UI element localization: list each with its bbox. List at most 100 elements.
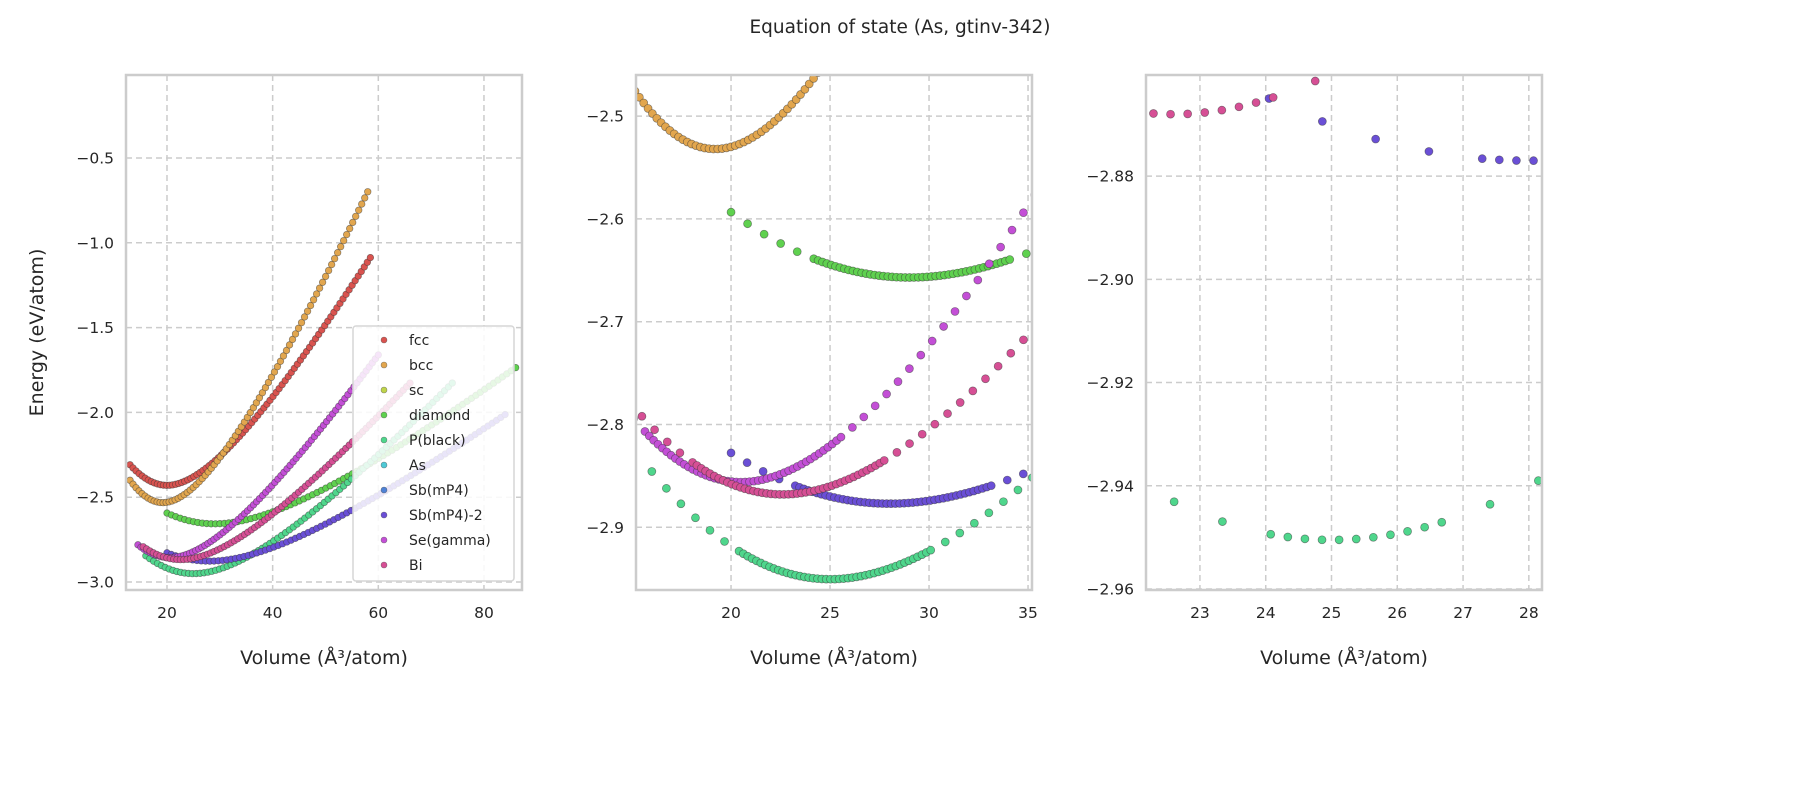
data-point-bi <box>1268 93 1278 102</box>
y-tick-label: −2.5 <box>586 108 624 126</box>
data-point-bi <box>637 411 647 421</box>
data-point-bcc <box>303 307 312 315</box>
data-point-sb-mp4-2 <box>1371 134 1380 144</box>
data-point-sb-mp4-2 <box>742 458 752 467</box>
data-point-sb-mp4-2 <box>726 448 736 458</box>
data-point-p-black- <box>984 508 994 518</box>
data-point-p-black- <box>1283 532 1293 542</box>
data-point-bi <box>1183 109 1193 119</box>
data-point-bcc <box>636 92 644 102</box>
y-tick-label: −3.0 <box>76 574 114 592</box>
data-point-p-black- <box>1533 476 1542 486</box>
data-point-bcc <box>349 218 357 227</box>
data-point-bcc <box>358 200 366 208</box>
data-point-bi <box>1006 348 1016 358</box>
y-tick-label: −2.5 <box>76 489 114 507</box>
data-point-p-black- <box>705 525 715 535</box>
data-point-p-black- <box>1351 534 1361 544</box>
data-point-bi <box>1200 108 1210 117</box>
data-point-se-gamma- <box>973 275 983 285</box>
legend-label: bcc <box>409 358 433 374</box>
y-tick-label: −2.92 <box>1087 374 1135 392</box>
data-point-sb-mp4-2 <box>1512 156 1521 165</box>
panel-2: 20 25 30 35 −2.9 −2.8 −2.7 −2.6 −2.5 Volume (Å³/a… <box>586 73 1038 669</box>
data-point-p-black- <box>1334 535 1344 545</box>
data-point-bi <box>1234 102 1244 112</box>
data-point-bi <box>1310 76 1320 86</box>
data-point-bcc <box>288 335 297 344</box>
data-point-sb-mp4-2 <box>1529 156 1538 165</box>
data-point-p-black- <box>926 545 936 555</box>
data-point-bi <box>993 361 1003 371</box>
data-point-se-gamma- <box>893 377 903 386</box>
data-point-bi <box>981 374 990 384</box>
data-point-se-gamma- <box>1019 208 1028 218</box>
data-point-se-gamma- <box>905 364 914 373</box>
data-point-sb-mp4-2 <box>1018 469 1028 479</box>
legend-marker <box>380 361 388 369</box>
legend-marker <box>380 386 388 394</box>
axes-frame <box>634 73 1034 592</box>
data-point-bcc <box>364 188 372 196</box>
data-point-p-black- <box>1317 535 1327 545</box>
legend-marker <box>380 461 388 469</box>
data-point-bi <box>1217 105 1227 115</box>
y-tick-label: −2.88 <box>1087 168 1135 186</box>
legend-label: Bi <box>409 558 423 574</box>
data-point-p-black- <box>1169 497 1179 507</box>
data-point-bi <box>662 437 672 447</box>
data-point-fcc <box>366 253 375 262</box>
legend-label: P(black) <box>409 433 466 449</box>
y-tick-label: −2.7 <box>586 313 624 331</box>
legend-label: Se(gamma) <box>409 533 491 549</box>
data-point-se-gamma- <box>939 322 948 331</box>
x-tick-label: 23 <box>1190 604 1210 622</box>
data-point-p-black- <box>676 499 686 509</box>
data-point-sb-mp4-2 <box>1477 154 1487 164</box>
data-point-p-black- <box>1485 499 1495 509</box>
data-point-bcc <box>312 290 321 298</box>
data-point-bcc <box>315 284 324 292</box>
data-point-se-gamma- <box>916 350 926 360</box>
data-point-p-black- <box>1300 534 1310 544</box>
data-point-p-black- <box>647 467 657 476</box>
data-point-bcc <box>297 318 306 327</box>
data-point-bcc <box>318 278 327 286</box>
legend-label: Sb(mP4) <box>409 483 469 499</box>
axes-frame <box>124 73 524 592</box>
data-point-p-black- <box>691 513 700 523</box>
legend-label: sc <box>409 383 424 399</box>
axes-frame <box>1144 73 1544 592</box>
data-point-diamond <box>1021 249 1031 259</box>
data-point-bcc <box>340 236 348 245</box>
data-point-se-gamma- <box>836 432 846 442</box>
data-point-bcc <box>343 230 351 239</box>
points <box>636 75 1032 584</box>
data-point-p-black- <box>1403 527 1412 536</box>
data-point-bcc <box>306 301 315 310</box>
data-point-bi <box>650 425 659 435</box>
data-point-bcc <box>333 249 342 257</box>
data-point-diamond <box>776 239 786 248</box>
legend-marker <box>380 411 388 419</box>
data-point-sb-mp4-2 <box>1424 147 1434 156</box>
y-tick-label: −1.5 <box>76 319 114 337</box>
data-point-p-black- <box>969 518 979 528</box>
data-point-bcc <box>276 357 285 365</box>
legend-label: fcc <box>409 333 429 349</box>
plot-area <box>1146 75 1542 590</box>
data-point-p-black- <box>1420 522 1429 532</box>
y-tick-label: −2.9 <box>586 519 624 537</box>
data-point-diamond <box>726 207 736 217</box>
legend-marker <box>380 436 388 444</box>
data-point-p-black- <box>1437 517 1447 527</box>
data-point-p-black- <box>999 497 1008 507</box>
x-tick-label: 20 <box>157 604 177 622</box>
legend-label: As <box>409 458 426 474</box>
legend-marker <box>380 536 388 544</box>
legend-marker <box>380 336 388 344</box>
data-point-bcc <box>285 341 294 349</box>
data-point-diamond <box>1005 255 1015 264</box>
x-tick-label: 40 <box>263 604 283 622</box>
data-point-bcc <box>330 254 339 263</box>
